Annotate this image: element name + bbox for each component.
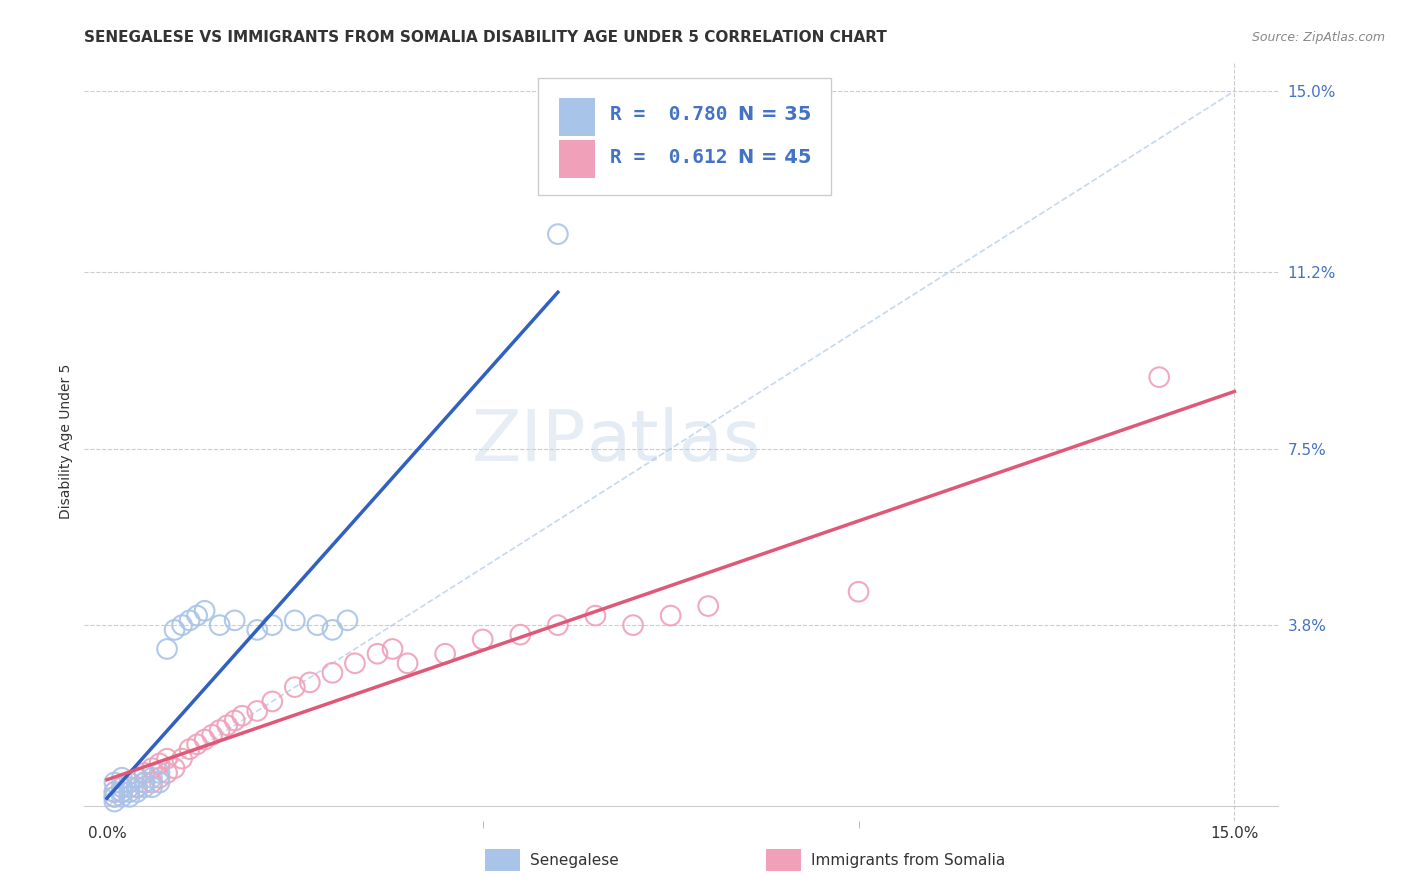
Point (224, 613, 246, 627)
Point (231, 708, 253, 723)
Point (134, 780, 156, 795)
Point (434, 647, 457, 661)
Text: N = 45: N = 45 (738, 148, 811, 167)
Point (148, 766, 170, 780)
Point (103, 789, 125, 804)
Text: Senegalese: Senegalese (530, 854, 619, 868)
Y-axis label: Disability Age Under 5: Disability Age Under 5 (59, 364, 73, 519)
Point (621, 618, 644, 632)
Bar (558, 140, 595, 178)
Point (194, 732, 217, 747)
Point (208, 618, 231, 632)
Point (179, 613, 201, 627)
Point (156, 766, 179, 780)
Point (148, 775, 170, 789)
Point (134, 775, 156, 789)
Text: ZIP: ZIP (472, 407, 586, 476)
Point (262, 694, 284, 708)
Point (509, 628, 531, 642)
Point (471, 632, 494, 647)
Point (217, 718, 239, 732)
Point (201, 728, 224, 742)
Point (194, 604, 217, 618)
Point (186, 608, 208, 623)
Point (134, 775, 156, 789)
Point (307, 618, 329, 632)
Point (111, 785, 134, 799)
Point (118, 780, 141, 795)
Point (224, 714, 246, 728)
Point (163, 761, 186, 775)
Point (125, 771, 148, 785)
Text: Immigrants from Somalia: Immigrants from Somalia (811, 854, 1005, 868)
Point (118, 775, 141, 789)
Point (118, 785, 141, 799)
Text: R =  0.612: R = 0.612 (610, 148, 728, 167)
Text: R =  0.780: R = 0.780 (610, 105, 728, 124)
Point (321, 623, 343, 637)
Point (186, 737, 208, 751)
Point (111, 780, 134, 795)
Point (246, 704, 269, 718)
Point (381, 642, 404, 657)
Point (366, 647, 388, 661)
Point (262, 618, 284, 632)
Point (103, 789, 125, 804)
Point (208, 723, 231, 737)
Point (163, 623, 186, 637)
Text: N = 35: N = 35 (738, 105, 811, 124)
Point (170, 752, 193, 766)
Point (141, 761, 163, 775)
Point (111, 780, 134, 795)
Point (148, 771, 170, 785)
Point (141, 775, 163, 789)
Point (547, 618, 569, 632)
Point (179, 742, 201, 756)
Point (103, 785, 125, 799)
Point (298, 675, 321, 690)
Text: SENEGALESE VS IMMIGRANTS FROM SOMALIA DISABILITY AGE UNDER 5 CORRELATION CHART: SENEGALESE VS IMMIGRANTS FROM SOMALIA DI… (84, 29, 887, 45)
Point (246, 623, 269, 637)
FancyBboxPatch shape (538, 78, 831, 195)
Bar (558, 98, 595, 136)
Point (103, 785, 125, 799)
Text: atlas: atlas (586, 407, 761, 476)
Point (111, 771, 134, 785)
Point (156, 752, 179, 766)
Point (141, 771, 163, 785)
Point (336, 613, 359, 627)
Point (141, 780, 163, 795)
Point (125, 780, 148, 795)
Point (111, 789, 134, 804)
Point (118, 789, 141, 804)
Point (125, 771, 148, 785)
Point (659, 608, 682, 623)
Point (321, 665, 343, 680)
Point (125, 780, 148, 795)
Point (585, 608, 607, 623)
Point (170, 618, 193, 632)
Point (547, 227, 569, 241)
Point (156, 642, 179, 657)
Point (284, 613, 307, 627)
Point (1147, 370, 1170, 384)
Point (848, 584, 870, 599)
Text: Source: ZipAtlas.com: Source: ZipAtlas.com (1251, 31, 1385, 45)
Point (396, 657, 419, 671)
Point (148, 756, 170, 771)
Point (284, 680, 307, 694)
Point (697, 599, 720, 613)
Point (111, 785, 134, 799)
Point (103, 775, 125, 789)
Point (343, 657, 366, 671)
Point (118, 775, 141, 789)
Point (125, 785, 148, 799)
Point (103, 795, 125, 809)
Point (134, 766, 156, 780)
